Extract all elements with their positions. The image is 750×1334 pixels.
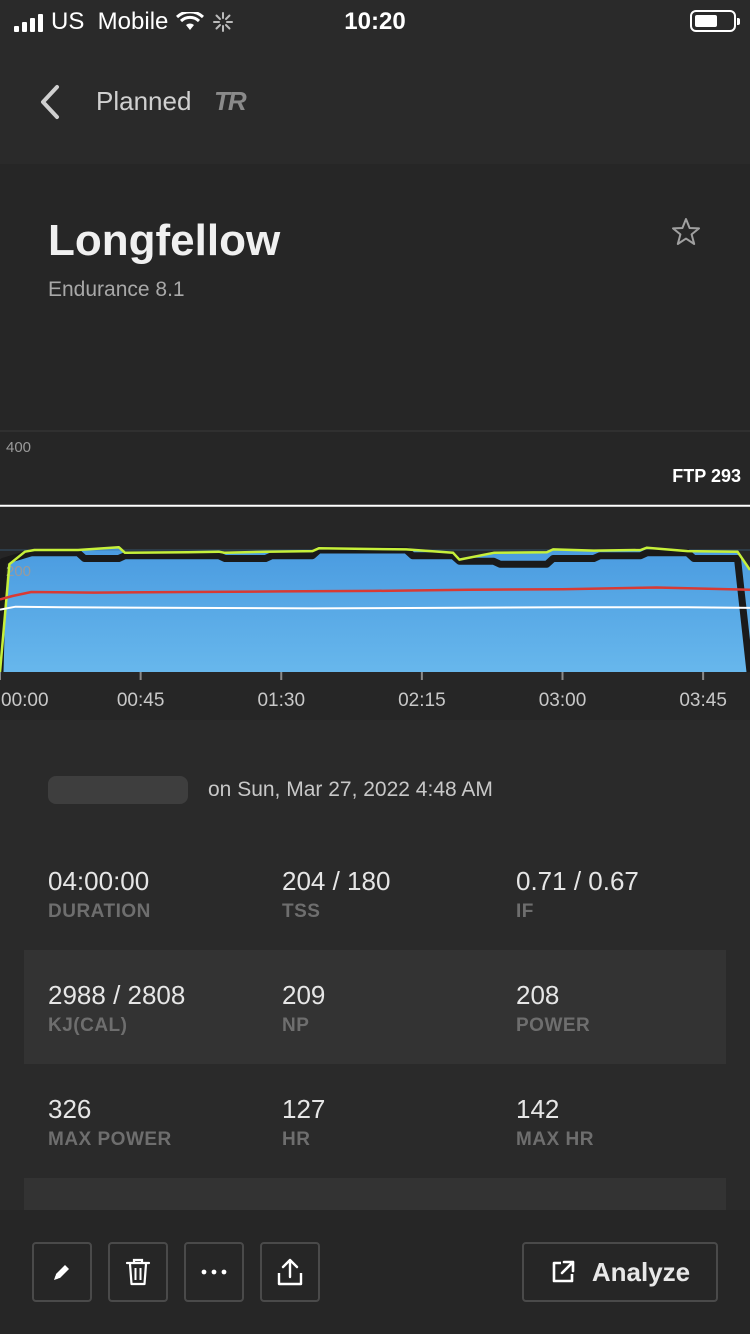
workout-header: Longfellow Endurance 8.1 400 FTP 293 200 xyxy=(0,164,750,720)
stat-kj: 2988 / 2808 KJ(CAL) xyxy=(48,980,185,1037)
favorite-button[interactable] xyxy=(670,216,702,257)
stats-row: 2988 / 2808 KJ(CAL) 209 NP 208 POWER xyxy=(24,950,726,1064)
x-tick-label: 00:00 xyxy=(1,690,49,711)
stat-np: 209 NP xyxy=(282,980,325,1037)
workout-details: on Sun, Mar 27, 2022 4:48 AM 04:00:00 DU… xyxy=(0,720,750,1210)
workout-chart: 400 FTP 293 200 00:00 00:45 01:30 02:15 03:0… xyxy=(0,428,750,720)
x-tick-label: 02:15 xyxy=(398,690,446,711)
ellipsis-icon xyxy=(201,1269,227,1275)
ftp-label: FTP 293 xyxy=(672,466,741,486)
nav-bar: Planned TR xyxy=(0,42,750,164)
target-power-line xyxy=(0,546,750,673)
x-tick-label: 01:30 xyxy=(257,690,305,711)
share-button[interactable] xyxy=(260,1242,320,1302)
actual-power-area xyxy=(0,547,750,672)
analyze-button[interactable]: Analyze xyxy=(522,1242,718,1302)
share-icon xyxy=(277,1258,303,1286)
activity-spinner-icon xyxy=(213,12,234,32)
stat-duration: 04:00:00 DURATION xyxy=(48,866,151,923)
stat-if: 0.71 / 0.67 IF xyxy=(516,866,639,923)
heart-rate-line xyxy=(0,586,750,601)
stat-value: 204 / 180 xyxy=(282,866,391,896)
x-tick-label: 03:45 xyxy=(679,690,727,711)
stat-tss: 204 / 180 TSS xyxy=(282,866,390,923)
stat-max-hr: 142 MAX HR xyxy=(516,1094,594,1151)
completion-date: on Sun, Mar 27, 2022 4:48 AM xyxy=(208,778,493,801)
chevron-left-icon xyxy=(41,85,59,119)
completed-by-pill xyxy=(48,776,188,804)
stat-value: 209 xyxy=(282,980,326,1010)
stat-label: KJ(CAL) xyxy=(48,1015,128,1036)
stat-label: MAX POWER xyxy=(48,1129,172,1150)
signal-icon xyxy=(14,12,43,32)
nav-title: Planned xyxy=(96,86,192,116)
back-button[interactable] xyxy=(30,78,70,126)
analyze-label: Analyze xyxy=(591,1256,691,1287)
stat-max-power: 326 MAX POWER xyxy=(48,1094,172,1151)
stat-value: 208 xyxy=(516,980,560,1010)
y-tick-label-400: 400 xyxy=(6,439,31,456)
stat-hr: 127 HR xyxy=(282,1094,325,1151)
stat-label: POWER xyxy=(516,1015,591,1036)
x-axis: 00:00 00:45 01:30 02:15 03:00 03:45 xyxy=(0,672,727,711)
stat-label: MAX HR xyxy=(516,1129,594,1150)
battery-icon xyxy=(690,10,740,32)
stat-label: HR xyxy=(282,1129,311,1150)
workout-subtitle: Endurance 8.1 xyxy=(48,278,185,301)
star-icon xyxy=(672,218,700,245)
carrier-label: US Mobile xyxy=(51,8,169,35)
stats-row xyxy=(24,1178,726,1210)
more-options-button[interactable] xyxy=(184,1242,244,1302)
stat-value: 142 xyxy=(516,1094,560,1124)
stat-power: 208 POWER xyxy=(516,980,590,1037)
cadence-line xyxy=(0,605,750,611)
stats-row: 04:00:00 DURATION 204 / 180 TSS 0.71 / 0… xyxy=(24,836,726,950)
stats-row: 326 MAX POWER 127 HR 142 MAX HR xyxy=(24,1064,726,1178)
status-time: 10:20 xyxy=(344,8,406,35)
stat-value: 04:00:00 xyxy=(48,866,150,896)
wifi-icon xyxy=(176,12,205,30)
stat-value: 2988 / 2808 xyxy=(48,980,186,1010)
status-bar: US Mobile 10:20 xyxy=(0,0,750,42)
trainerroad-logo: TR xyxy=(214,86,247,116)
edit-button[interactable] xyxy=(32,1242,92,1302)
x-tick-label: 03:00 xyxy=(539,690,587,711)
x-tick-label: 00:45 xyxy=(117,690,165,711)
y-tick-label-200: 200 xyxy=(6,563,31,580)
workout-title: Longfellow xyxy=(48,216,281,265)
bottom-toolbar: Analyze xyxy=(0,1210,750,1334)
stat-value: 0.71 / 0.67 xyxy=(516,866,639,896)
status-left: US Mobile xyxy=(14,8,234,36)
stat-value: 127 xyxy=(282,1094,326,1124)
delete-button[interactable] xyxy=(108,1242,168,1302)
workout-chart-svg: 400 FTP 293 200 00:00 00:45 01:30 02:15 03:0… xyxy=(0,430,750,711)
stat-label: TSS xyxy=(282,901,321,922)
external-link-icon xyxy=(552,1260,575,1283)
stat-label: NP xyxy=(282,1015,310,1036)
stat-label: DURATION xyxy=(48,901,151,922)
stat-label: IF xyxy=(516,901,534,922)
trash-icon xyxy=(125,1258,151,1286)
actual-power-line xyxy=(0,545,750,673)
stat-value: 326 xyxy=(48,1094,92,1124)
pencil-icon xyxy=(54,1265,69,1280)
